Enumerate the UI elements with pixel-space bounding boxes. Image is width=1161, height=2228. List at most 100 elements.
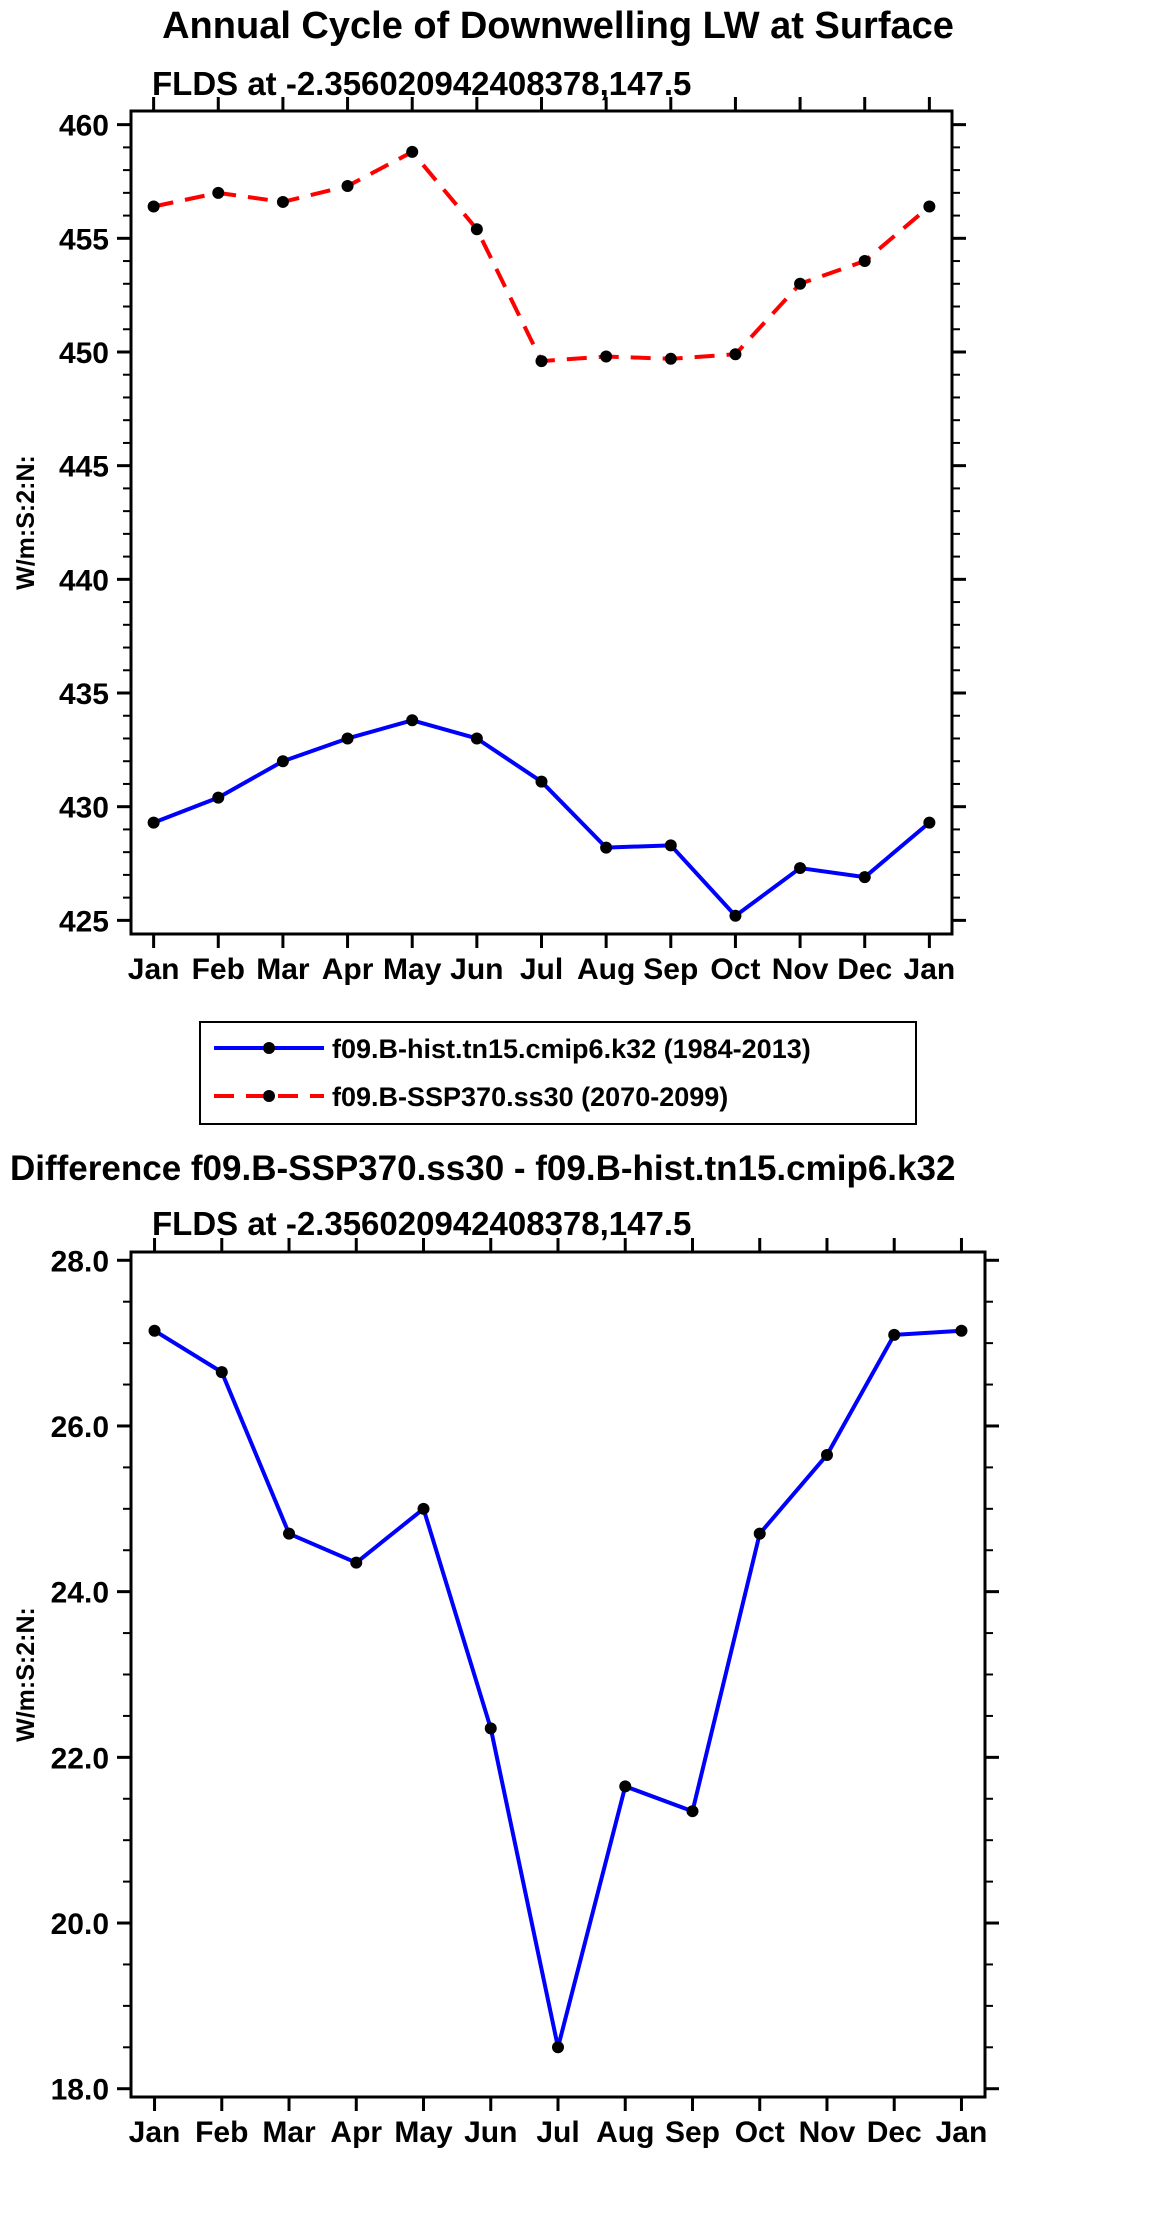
data-point [341,732,354,745]
data-point [600,841,613,854]
x-tick-label: Jul [536,2116,579,2149]
x-tick-label: Feb [192,953,245,986]
x-tick-label: Dec [867,2116,922,2149]
x-tick-label: Oct [735,2116,785,2149]
data-point [417,1502,430,1515]
data-point [350,1556,363,1569]
y-tick-label: 455 [59,223,109,256]
data-point [215,1366,228,1379]
data-point [753,1527,766,1540]
y-tick-label: 425 [59,905,109,938]
y-tick-label: 20.0 [51,1908,109,1941]
data-point [484,1722,497,1735]
difference-chart: Difference f09.B-SSP370.ss30 - f09.B-his… [10,1149,999,2149]
y-tick-label: 18.0 [51,2074,109,2107]
data-point [686,1805,699,1818]
y-tick-label: 24.0 [51,1577,109,1610]
x-tick-label: Jul [520,953,563,986]
data-point [664,839,677,852]
x-tick-label: Jan [904,953,956,986]
data-point [212,186,225,199]
axis-frame [129,1250,987,2099]
x-tick-label: Mar [256,953,310,986]
legend-marker [263,1090,275,1102]
chart-subtitle: FLDS at -2.356020942408378,147.5 [152,65,691,102]
y-tick-label: 450 [59,337,109,370]
data-point [470,223,483,236]
x-tick-label: May [394,2116,453,2149]
y-tick-label: 26.0 [51,1411,109,1444]
data-point [955,1324,968,1337]
data-point [406,145,419,158]
y-tick-label: 22.0 [51,1742,109,1775]
x-tick-label: Aug [577,953,635,986]
data-point [552,2041,564,2054]
data-point [729,909,742,922]
x-tick-label: Jun [464,2116,517,2149]
data-point [794,862,807,875]
y-axis-label: W/m:S:2:N: [12,1607,40,1742]
data-point [619,1780,632,1793]
x-tick-label: Apr [322,953,374,986]
difference-title: Difference f09.B-SSP370.ss30 - f09.B-his… [10,1149,955,1188]
x-tick-label: May [383,953,442,986]
data-point [858,255,871,268]
series-line [153,1328,962,2050]
x-tick-label: Feb [195,2116,248,2149]
data-point [794,277,807,290]
data-point [212,791,225,804]
x-tick-label: Oct [710,953,760,986]
legend-marker [263,1042,275,1054]
data-point [276,195,289,208]
data-point [341,180,354,193]
data-point [148,1324,161,1337]
data-point [923,816,936,829]
data-point [406,714,419,727]
data-point [820,1448,833,1461]
x-tick-label: Apr [330,2116,382,2149]
axis-frame [129,109,954,936]
data-point [147,200,160,213]
legend-label: f09.B-hist.tn15.cmip6.k32 (1984-2013) [332,1034,811,1064]
x-tick-label: Jun [450,953,503,986]
x-tick-label: Jan [129,2116,181,2149]
x-tick-label: Sep [665,2116,720,2149]
data-point [147,816,160,829]
y-axis-label: W/m:S:2:N: [12,455,40,590]
plot-area-bottom: 18.0 20.0 22.0 24.0 26.0 28.0 Jan Feb Mar Apr May J… [12,1238,999,2149]
data-point [858,871,871,884]
data-point [276,755,289,768]
y-tick-label: 440 [59,564,109,597]
y-tick-label: 435 [59,678,109,711]
difference-subtitle: FLDS at -2.356020942408378,147.5 [152,1205,691,1242]
data-point [729,348,742,361]
y-tick-label: 430 [59,792,109,825]
annual-cycle-chart: Annual Cycle of Downwelling LW at Surfac… [12,5,966,1125]
data-point [535,355,548,368]
chart-title: Annual Cycle of Downwelling LW at Surfac… [162,5,954,47]
x-tick-label: Aug [596,2116,654,2149]
y-tick-label: 28.0 [51,1245,109,1278]
data-point [470,732,483,745]
x-tick-label: Nov [772,953,829,986]
x-tick-label: Nov [799,2116,856,2149]
legend-label: f09.B-SSP370.ss30 (2070-2099) [332,1082,728,1112]
x-tick-label: Dec [837,953,892,986]
series-line [153,149,931,364]
data-point [535,775,548,788]
legend: f09.B-hist.tn15.cmip6.k32 (1984-2013) f09… [199,1021,917,1125]
x-tick-label: Jan [936,2116,988,2149]
x-tick-label: Jan [128,953,180,986]
data-point [664,352,677,365]
x-tick-label: Sep [643,953,698,986]
data-point [888,1328,901,1341]
legend-box [199,1021,917,1125]
series-line [152,718,931,918]
y-tick-label: 445 [59,451,109,484]
y-tick-label: 460 [59,110,109,143]
x-tick-label: Mar [262,2116,316,2149]
data-point [600,350,613,363]
data-point [923,200,936,213]
